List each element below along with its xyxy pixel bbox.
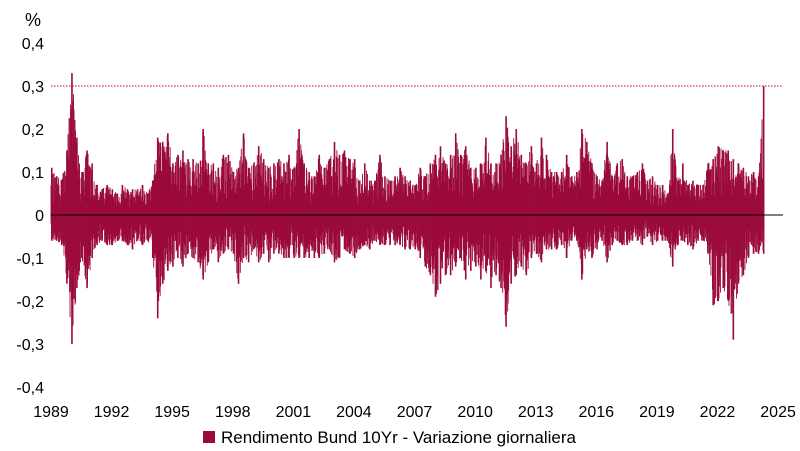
legend: Rendimento Bund 10Yr - Variazione giorna…	[203, 428, 577, 447]
x-tick-label: 1989	[33, 404, 69, 421]
daily-change-bars	[50, 73, 765, 344]
x-tick-label: 2001	[276, 404, 312, 421]
y-tick-label: -0,4	[16, 380, 44, 397]
y-tick-label: 0,3	[22, 79, 44, 96]
y-tick-label: -0,2	[16, 294, 44, 311]
legend-swatch	[203, 431, 215, 443]
x-tick-label: 2010	[457, 404, 493, 421]
y-tick-label: 0,1	[22, 165, 44, 182]
x-tick-label: 2022	[700, 404, 736, 421]
y-tick-label: -0,3	[16, 337, 44, 354]
x-tick-label: 2019	[639, 404, 675, 421]
x-axis-ticks: 1989 1992 1995 1998 2001 2004 2007 2010 2013 2016…	[33, 404, 796, 421]
y-tick-label: 0,2	[22, 122, 44, 139]
x-tick-label: 1995	[154, 404, 190, 421]
x-tick-label: 2004	[336, 404, 372, 421]
x-tick-label: 1998	[215, 404, 251, 421]
x-tick-label: 2016	[578, 404, 614, 421]
y-tick-label: 0	[35, 208, 44, 225]
x-tick-label: 2013	[518, 404, 554, 421]
y-tick-label: -0,1	[16, 251, 44, 268]
x-tick-label: 2025	[760, 404, 796, 421]
x-tick-label: 1992	[94, 404, 130, 421]
legend-label: Rendimento Bund 10Yr - Variazione giorna…	[221, 428, 577, 447]
y-axis-unit-label: %	[25, 10, 41, 30]
y-axis-ticks: 0,4 0,3 0,2 0,1 0 -0,1 -0,2 -0,3 -0,4	[16, 36, 44, 397]
x-tick-label: 2007	[397, 404, 433, 421]
y-tick-label: 0,4	[22, 36, 44, 53]
